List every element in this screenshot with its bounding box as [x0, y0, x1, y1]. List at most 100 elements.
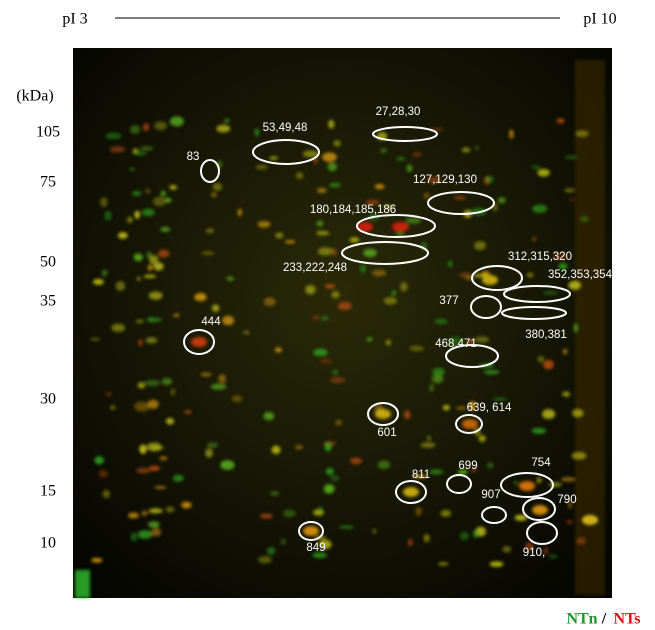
spot-label: 53,49,48 [263, 122, 308, 134]
gel-spot [400, 282, 408, 292]
gel-spot [149, 292, 163, 300]
gel-spot [532, 205, 547, 213]
spot-label: 83 [187, 151, 200, 163]
gel-spot [532, 505, 548, 515]
gel-spot [386, 340, 391, 346]
gel-spot [99, 470, 108, 478]
gel-spot [453, 196, 466, 199]
spot-label: 639, 614 [467, 402, 512, 414]
gel-spot [375, 184, 385, 189]
gel-spot [502, 546, 511, 553]
gel-spot [170, 116, 184, 126]
kda-marker: 30 [40, 391, 56, 408]
gel-spot [475, 145, 479, 150]
gel-spot [317, 221, 324, 227]
gel-spot [378, 460, 390, 469]
gel-spot [424, 534, 430, 542]
gel-spot [207, 442, 219, 448]
gel-spot [580, 216, 589, 222]
gel-spot [94, 456, 103, 464]
gel-spot [429, 470, 443, 475]
spot-label: 907 [481, 489, 500, 501]
gel-spot [427, 436, 431, 441]
gel-spot [484, 370, 500, 374]
gel-spot [320, 359, 332, 363]
gel-spot [232, 396, 243, 402]
gel-spot [440, 510, 451, 517]
gel-spot [127, 217, 133, 224]
gel-spot [243, 331, 250, 334]
spot-label: 601 [377, 427, 396, 439]
gel-spot [269, 492, 279, 496]
gel-spot [318, 506, 323, 512]
gel-spot [372, 270, 386, 277]
gel-spot [330, 475, 339, 481]
gel-spot [331, 291, 339, 298]
pi-right: pI 10 [583, 11, 616, 28]
gel-spot [409, 346, 424, 351]
gel-spot [100, 197, 108, 207]
gel-smear [75, 570, 90, 598]
gel-spot [224, 119, 230, 123]
gel-spot [153, 197, 166, 207]
gel-spot [149, 317, 153, 320]
gel-spot [412, 152, 422, 157]
gel-spot [296, 172, 303, 179]
gel-spot [142, 209, 155, 217]
gel-spot [238, 209, 242, 217]
gel-spot [574, 323, 578, 332]
gel-spot [181, 502, 191, 509]
gel-spot [173, 314, 180, 317]
gel-spot [141, 510, 148, 515]
gel-spot [269, 156, 278, 159]
gel-spot [147, 400, 158, 409]
gel-spot [283, 509, 296, 517]
gel-spot [284, 240, 295, 243]
gel-spot [143, 123, 149, 131]
gel-spot [267, 547, 275, 555]
gel-spot [271, 446, 280, 454]
gel-spot [220, 460, 234, 470]
gel-spot [161, 191, 166, 197]
gel-spot [226, 277, 234, 281]
gel-spot [408, 539, 413, 546]
gel-spot [407, 164, 413, 172]
spot-label: 27,28,30 [376, 106, 421, 118]
gel-spot [566, 520, 573, 524]
gel-spot [527, 273, 534, 278]
gel-spot [485, 176, 493, 182]
gel-spot [169, 185, 177, 190]
gel-spot [325, 284, 336, 288]
gel-spot [260, 514, 273, 519]
gel-spot [532, 237, 536, 241]
gel-spot [118, 232, 128, 239]
gel-spot [222, 316, 234, 326]
gel-spot [333, 370, 338, 375]
gel-spot [392, 222, 408, 232]
gel-spot [335, 420, 342, 426]
gel-spot [145, 189, 150, 193]
gel-spot [148, 521, 160, 527]
gel-spot [548, 482, 561, 487]
gel-spot [134, 211, 140, 219]
gel-spot [549, 554, 558, 558]
gel-spot [396, 157, 405, 161]
kda-marker: 75 [40, 174, 56, 191]
gel-spot [138, 339, 142, 346]
gel-spot [201, 251, 214, 255]
spot-label: 699 [458, 460, 477, 472]
gel-spot [570, 198, 575, 201]
gel-spot [487, 462, 494, 469]
gel-spot [90, 338, 100, 341]
gel-spot [312, 315, 319, 320]
gel-spot [258, 556, 272, 563]
gel-spot [322, 152, 337, 162]
gel-spot [479, 435, 486, 442]
gel-spot [384, 297, 397, 305]
gel-spot [328, 120, 334, 129]
gel-spot [149, 508, 163, 513]
gel-spot [423, 193, 429, 200]
gel-spot [532, 165, 541, 170]
gel-spot [136, 320, 145, 324]
gel-spot [294, 445, 303, 450]
